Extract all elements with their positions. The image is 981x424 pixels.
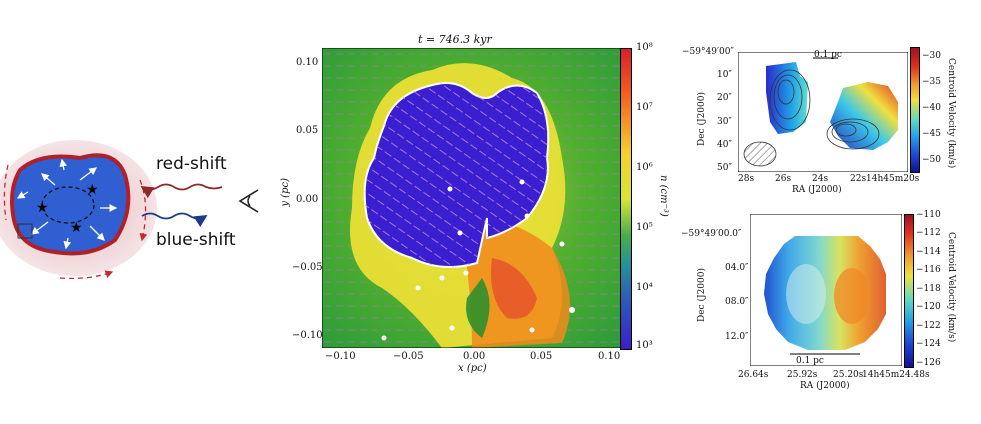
blue-shift-label: blue-shift (156, 230, 236, 250)
scale-bar-label: 0.1 pc (814, 50, 842, 60)
cbar-tick: −120 (916, 302, 941, 312)
x-tick: −0.10 (325, 351, 356, 362)
y-tick: 04.0″ (725, 263, 749, 273)
y-tick: −0.10 (292, 330, 323, 341)
cbar-tick: −45 (922, 129, 941, 139)
ylabel: Dec (J2000) (697, 92, 707, 146)
star-icon: ★ (70, 220, 83, 236)
eye-icon (238, 189, 259, 213)
cbar-tick: −30 (922, 51, 941, 61)
x-tick: 0.10 (598, 351, 621, 362)
cbar-tick: 10⁶ (636, 162, 653, 173)
y-tick: 08.0″ (725, 297, 749, 307)
cbar-tick: 10⁵ (636, 222, 653, 233)
x-tick: 24s (812, 174, 829, 184)
y-tick: 20″ (717, 93, 732, 103)
x-tick: 22s (850, 174, 867, 184)
x-tick: 26.64s (738, 370, 769, 380)
cbar-tick: −40 (922, 103, 941, 113)
x-tick: −0.05 (393, 351, 424, 362)
cbar-tick: −35 (922, 77, 941, 87)
orbit-path (41, 186, 95, 224)
y-tick: −0.05 (292, 262, 323, 273)
cbar-tick: −116 (916, 265, 941, 275)
ylabel: Dec (J2000) (697, 268, 707, 322)
x-tick: 28s (738, 174, 755, 184)
velocity-colorbar-top (910, 47, 920, 173)
sim-xlabel: x (pc) (458, 363, 487, 374)
cbar-tick: −118 (916, 284, 941, 294)
y-tick: −59°49′00.0″ (681, 229, 742, 239)
cbar-label: n (cm⁻³) (658, 175, 669, 217)
red-shift-label: red-shift (156, 154, 227, 174)
x-tick: 0.00 (463, 351, 486, 362)
red-shift-wave (140, 183, 223, 199)
cbar-tick: −126 (916, 358, 941, 368)
y-tick: 10″ (717, 70, 732, 80)
cbar-tick: 10⁴ (636, 282, 653, 293)
x-tick: 14h45m24.48s (862, 370, 930, 380)
velocity-map-bottom (750, 214, 902, 366)
cbar-tick: 10³ (636, 340, 653, 351)
bubble-shell (10, 153, 131, 256)
x-tick: 25.20s (833, 370, 864, 380)
sim-title: t = 746.3 kyr (418, 33, 492, 46)
y-tick: 12.0″ (725, 332, 749, 342)
y-tick: 30″ (717, 117, 732, 127)
y-tick: 0.00 (296, 194, 319, 205)
cbar-tick: −122 (916, 321, 941, 331)
cbar-tick: 10⁷ (636, 102, 653, 113)
cbar-tick: 10⁸ (636, 42, 653, 53)
sink-particles (381, 179, 575, 341)
cbar-tick: −110 (916, 210, 941, 220)
xlabel: RA (J2000) (792, 185, 842, 195)
y-tick: 0.05 (296, 125, 319, 136)
cbar-tick: −114 (916, 247, 941, 257)
star-icon: ★ (36, 200, 49, 216)
x-tick: 14h45m20s (866, 174, 920, 184)
cbar-tick: −50 (922, 155, 941, 165)
velocity-colorbar-bottom (904, 214, 914, 368)
y-tick: 0.10 (296, 57, 319, 68)
x-tick: 0.05 (530, 351, 553, 362)
cbar-label: Centroid Velocity (km/s) (946, 232, 956, 343)
density-colorbar (620, 48, 632, 350)
scale-bar-label: 0.1 pc (796, 356, 824, 366)
cbar-label: Centroid Velocity (km/s) (946, 58, 956, 169)
y-tick: 50″ (717, 163, 732, 173)
bubble-schematic: ★ ★ ★ (0, 140, 223, 280)
cbar-tick: −112 (916, 228, 941, 238)
x-tick: 25.92s (787, 370, 818, 380)
velocity-map-top (738, 52, 908, 172)
star-icon: ★ (86, 182, 99, 198)
y-tick: 40″ (717, 140, 732, 150)
cbar-tick: −124 (916, 339, 941, 349)
xlabel: RA (J2000) (800, 381, 850, 391)
blue-shift-wave (141, 212, 208, 228)
x-tick: 26s (775, 174, 792, 184)
y-tick: −59°49′00″ (682, 47, 734, 57)
sim-ylabel: y (pc) (280, 178, 291, 207)
density-map (322, 48, 630, 348)
